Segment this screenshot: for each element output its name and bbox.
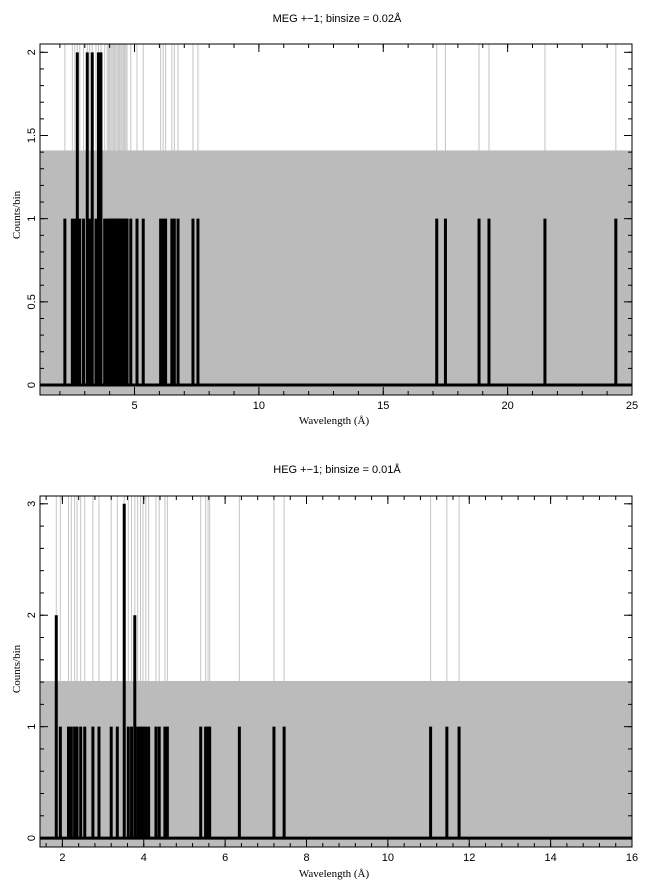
heg-y-tick-label: 1 (26, 724, 38, 730)
heg-chart-title: HEG +−1; binsize = 0.01Å (273, 463, 401, 476)
undefined-background-band (40, 150, 632, 395)
heg-x-tick-label: 16 (626, 852, 638, 864)
meg-x-tick-label: 10 (253, 400, 265, 412)
meg-y-tick-label: 2 (26, 49, 38, 55)
heg-y-tick-label: 2 (26, 612, 38, 618)
heg-panel: HEG +−1; binsize = 0.01Å 2 4 6 8 10 12 14 16012… (11, 463, 638, 880)
heg-x-tick-label: 8 (303, 852, 309, 864)
meg-y-tick-label: 0 (26, 382, 38, 388)
meg-x-axis-label: Wavelength (Å) (299, 415, 370, 427)
meg-x-tick-label: 15 (377, 400, 389, 412)
heg-y-tick-label: 3 (26, 501, 38, 507)
heg-plot-frame (39, 495, 633, 848)
meg-plot-frame (39, 43, 633, 396)
meg-y-tick-label: 1.5 (26, 128, 38, 143)
heg-x-tick-label: 4 (141, 852, 147, 864)
heg-y-tick-label: 0 (26, 835, 38, 841)
meg-x-tick-label: 5 (131, 400, 137, 412)
meg-y-axis-label: Counts/bin (11, 190, 23, 239)
meg-x-tick-label: 20 (502, 400, 514, 412)
meg-plot-area: 5 10 15 20 25 0 0.5 1 1.5 2 (26, 43, 638, 412)
meg-y-tick-label: 1 (26, 216, 38, 222)
meg-panel: MEG +−1; binsize = 0.02Å 5 10 15 20 25 0 0.5 1 1… (11, 12, 638, 427)
heg-x-tick-label: 2 (59, 852, 65, 864)
heg-x-tick-label: 10 (382, 852, 394, 864)
heg-x-tick-label: 14 (545, 852, 557, 864)
meg-chart-title: MEG +−1; binsize = 0.02Å (273, 12, 402, 25)
heg-x-tick-label: 6 (222, 852, 228, 864)
heg-y-axis-label: Counts/bin (11, 644, 23, 693)
meg-x-tick-label: 25 (626, 400, 638, 412)
heg-x-axis-label: Wavelength (Å) (299, 868, 370, 880)
heg-x-tick-label: 12 (463, 852, 475, 864)
meg-y-tick-label: 0.5 (26, 294, 38, 309)
